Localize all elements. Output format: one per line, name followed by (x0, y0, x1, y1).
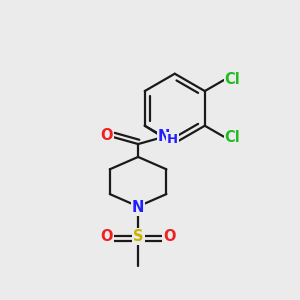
Text: O: O (100, 229, 113, 244)
Text: O: O (100, 128, 113, 142)
Text: Cl: Cl (225, 72, 241, 87)
Text: N: N (132, 200, 144, 215)
Text: Cl: Cl (225, 130, 241, 145)
Text: N: N (158, 129, 170, 144)
Text: S: S (133, 229, 143, 244)
Text: H: H (167, 133, 178, 146)
Text: O: O (164, 229, 176, 244)
